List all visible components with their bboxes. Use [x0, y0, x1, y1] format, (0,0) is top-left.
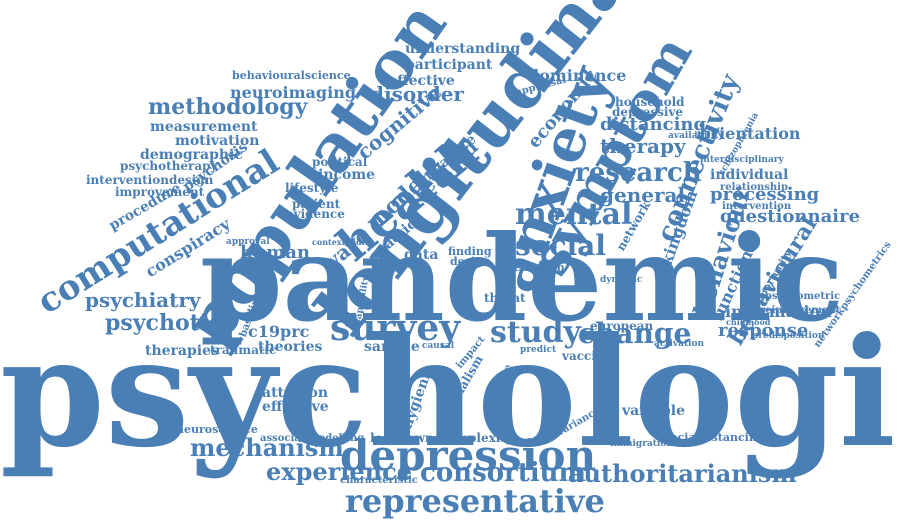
word: understanding [405, 42, 520, 56]
word: complexity [440, 432, 513, 444]
word: predict [520, 346, 556, 355]
word: context [312, 238, 345, 246]
word: therapies [145, 344, 219, 358]
word: neuroscience [176, 424, 258, 435]
word: psychiatry [85, 290, 201, 310]
word: c19prc [248, 324, 309, 340]
word: authoritarianism [568, 462, 797, 486]
word: emotion [514, 262, 565, 273]
word: childhood [726, 318, 770, 326]
word: income [318, 168, 375, 182]
word: availability [668, 132, 724, 141]
word: lifestyle [285, 182, 338, 194]
word: affective [388, 74, 455, 88]
word: dynamic [600, 276, 642, 285]
word: causal [422, 342, 454, 351]
word: predisposition [752, 332, 824, 341]
word: consortium [420, 460, 586, 486]
word: characteristic [340, 476, 418, 486]
word: measurement [150, 120, 258, 134]
word: social [515, 232, 606, 260]
word: studies [342, 238, 374, 246]
word: psychotic [105, 312, 222, 334]
word: attrition [262, 386, 328, 400]
word: reinforcement [760, 306, 840, 316]
word: representative [345, 485, 605, 517]
word: depressive [612, 106, 683, 118]
word: behaviouralscience [232, 70, 351, 81]
word: european [590, 320, 653, 332]
word: effective [262, 400, 329, 414]
word: threat [484, 292, 526, 304]
word: vaccine [562, 350, 612, 362]
word: intervention [722, 202, 791, 212]
word: immigration [610, 440, 673, 449]
word: neuroimaging [230, 85, 356, 101]
word: activation [654, 340, 704, 349]
word: variable [622, 404, 685, 418]
word: political [312, 156, 367, 168]
word: interdisciplinary [700, 156, 784, 165]
word: data [404, 248, 438, 262]
word: sample [364, 340, 420, 354]
word: modelling [308, 434, 364, 444]
word: participant [405, 58, 492, 72]
word: lockdown [370, 432, 434, 444]
word: psychometric [765, 292, 840, 302]
word: traumatic [210, 344, 276, 356]
word: evidence [286, 208, 345, 220]
word: relationship [720, 183, 788, 193]
word: approval [226, 238, 270, 247]
word: study [490, 318, 581, 348]
word: socialdistancing [664, 432, 765, 443]
